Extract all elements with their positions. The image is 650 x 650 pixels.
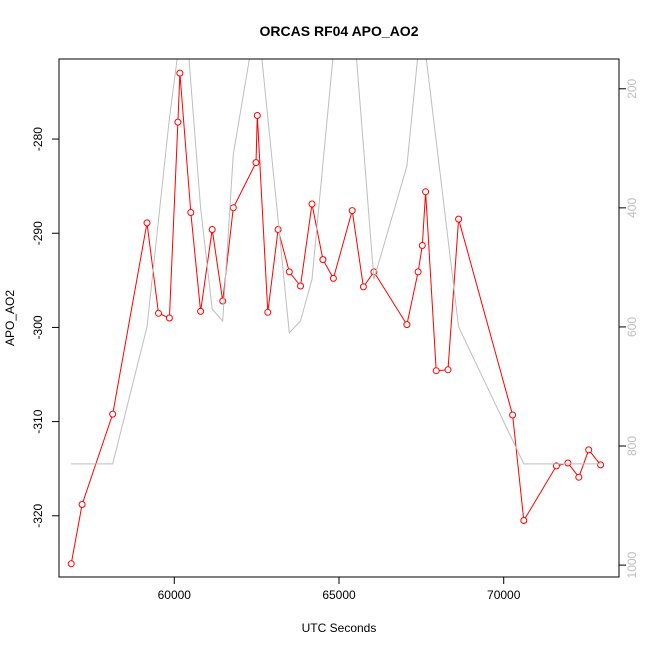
- series-1-point: [348, 207, 356, 215]
- y2-tick-label: 200: [625, 78, 639, 98]
- series-1-point: [253, 112, 261, 119]
- series-1-point: [67, 560, 75, 568]
- series-1-point: [297, 282, 304, 290]
- x-tick-label: 65000: [322, 588, 356, 602]
- series-1-point: [359, 283, 367, 291]
- series-1-point: [319, 256, 327, 264]
- series-1-point: [564, 459, 572, 467]
- series-1-point: [187, 209, 195, 216]
- series-1-point: [444, 366, 452, 374]
- series-1-point: [252, 159, 260, 167]
- y2-tick-label: 800: [625, 436, 639, 456]
- series-1-point: [308, 200, 316, 208]
- y-tick-label: -310: [31, 409, 45, 433]
- y-axis-label: APO_AO2: [3, 290, 17, 346]
- series-1-point: [78, 501, 86, 508]
- y-tick-label: -290: [31, 221, 45, 245]
- series-1-point: [414, 268, 422, 276]
- y-tick-label: -320: [31, 503, 45, 527]
- y2-tick-label: 400: [625, 198, 639, 218]
- series-1-point: [197, 307, 205, 315]
- y2-tick-label: 600: [625, 317, 639, 337]
- series-1-point: [520, 517, 528, 524]
- plot-frame: [58, 58, 620, 578]
- x-tick-label: 60000: [158, 588, 192, 602]
- series-1-point: [219, 297, 227, 305]
- series-1-point: [455, 215, 463, 223]
- y-tick-label: -300: [31, 315, 45, 339]
- x-tick-label: 70000: [487, 588, 521, 602]
- series-1-point: [418, 242, 426, 249]
- series-1-point: [208, 226, 216, 233]
- series-1-point: [109, 410, 117, 418]
- series-1-point: [509, 411, 517, 419]
- series-1-point: [585, 446, 593, 454]
- series-1-point: [597, 461, 605, 469]
- series-1-point: [174, 118, 182, 126]
- y-tick-label: -280: [31, 127, 45, 151]
- series-1-point: [329, 274, 337, 282]
- series-1-point: [229, 204, 237, 212]
- series-1-point: [176, 69, 184, 77]
- series-1-point: [422, 188, 430, 196]
- series-1-point: [285, 268, 293, 276]
- chart-title: ORCAS RF04 APO_AO2: [260, 23, 419, 39]
- series-1-point: [575, 473, 583, 481]
- y2-tick-label: 1000: [625, 551, 639, 578]
- series-1-point: [264, 308, 272, 316]
- series-1-point: [432, 367, 440, 375]
- series-1-point: [165, 314, 173, 322]
- series-2-line: [71, 59, 601, 465]
- x-axis-label: UTC Seconds: [302, 621, 377, 635]
- series-1-point: [155, 309, 162, 317]
- series-1-point: [143, 219, 151, 227]
- series-1-point: [274, 226, 282, 233]
- series-layer: [67, 59, 605, 568]
- series-1-point: [403, 321, 411, 329]
